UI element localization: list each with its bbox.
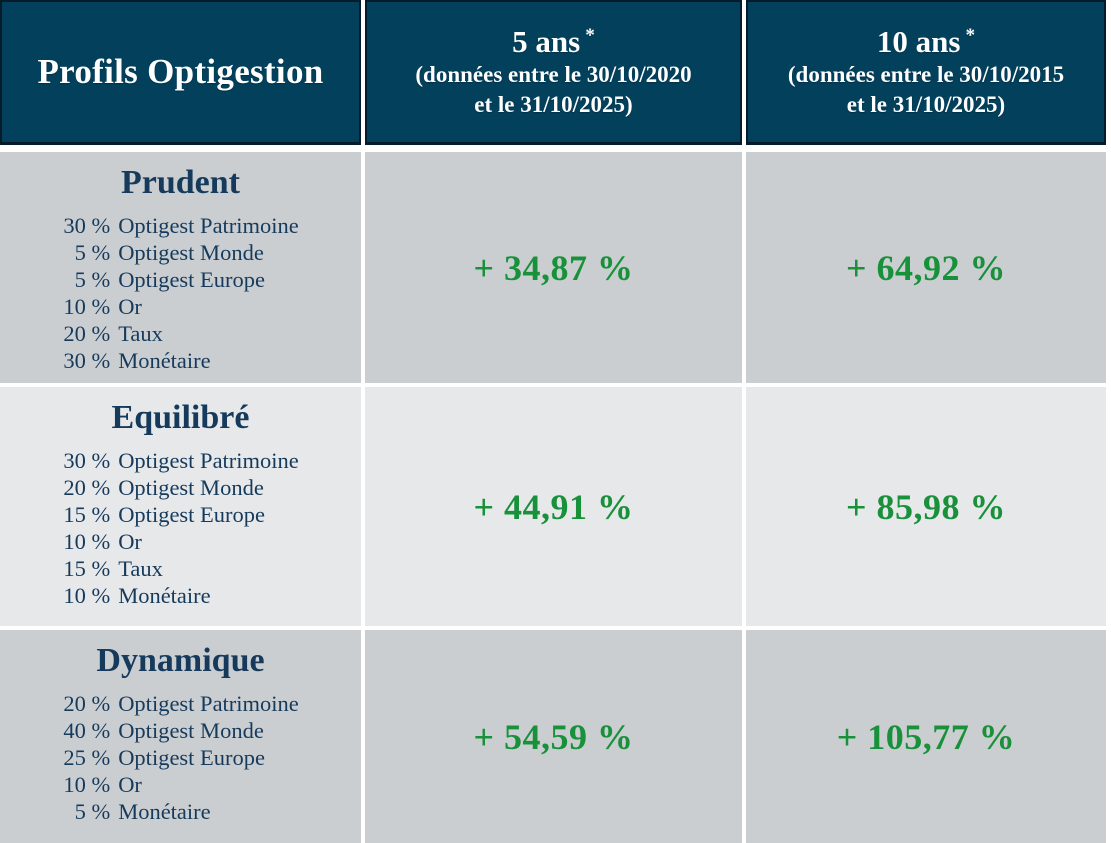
allocation-line: 10 % Or [62,771,299,798]
perf-10y-cell: + 105,77 % [746,630,1106,843]
allocation-pct: 30 % [63,212,111,238]
period-5y-subtitle-line2: et le 31/10/2025) [474,91,633,117]
allocation-line: 30 % Optigest Patrimoine [62,212,299,239]
allocation-fund: Optigest Monde [118,239,264,265]
allocation-fund: Optigest Europe [118,501,266,527]
header-cell-profils: Profils Optigestion [0,0,361,145]
allocation-fund: Optigest Monde [118,717,264,743]
allocation-fund: Or [118,771,142,797]
asterisk-5y: * [585,24,595,46]
period-10y-label: 10 ans [876,24,961,60]
allocation-pct: 5 % [74,798,111,824]
allocation-pct: 10 % [63,528,111,554]
perf-value: + 105,77 % [836,716,1016,757]
allocation-list: 30 % Optigest Patrimoine 20 % Optigest Mon… [62,444,299,609]
allocation-fund: Optigest Monde [118,474,264,500]
profile-cell-equilibre: Equilibré 30 % Optigest Patrimoine 20 % Op… [0,387,361,626]
allocation-line: 10 % Or [62,528,299,555]
allocation-fund: Monétaire [118,582,211,608]
perf-5y-cell: + 34,87 % [365,152,742,383]
perf-10y-cell: + 64,92 % [746,152,1106,383]
table-title: Profils Optigestion [37,52,324,91]
allocation-pct: 30 % [63,447,111,473]
allocation-pct: 20 % [63,474,111,500]
allocation-pct: 15 % [63,555,111,581]
allocation-line: 20 % Taux [62,320,299,347]
perf-5y-cell: + 54,59 % [365,630,742,843]
perf-value: + 85,98 % [845,486,1006,527]
header-cell-10y: 10 ans * (données entre le 30/10/2015 et … [746,0,1106,145]
allocation-pct: 20 % [63,320,111,346]
profile-title: Equilibré [111,399,250,436]
allocation-line: 30 % Optigest Patrimoine [62,447,299,474]
allocation-pct: 5 % [74,239,111,265]
allocation-line: 15 % Optigest Europe [62,501,299,528]
allocation-fund: Optigest Europe [118,266,266,292]
period-5y-title: 5 ans * [512,24,595,60]
allocation-line: 10 % Monétaire [62,582,299,609]
allocation-line: 20 % Optigest Monde [62,474,299,501]
allocation-pct: 25 % [63,744,111,770]
allocation-line: 30 % Monétaire [62,347,299,374]
allocation-fund: Monétaire [118,798,211,824]
allocation-line: 5 % Monétaire [62,798,299,825]
perf-value: + 64,92 % [845,247,1006,288]
perf-value: + 54,59 % [473,716,634,757]
perf-10y-cell: + 85,98 % [746,387,1106,626]
header-row: Profils Optigestion 5 ans * (données entr… [0,0,1111,145]
allocation-list: 20 % Optigest Patrimoine 40 % Optigest Mon… [62,687,299,825]
allocation-fund: Taux [118,555,163,581]
allocation-pct: 10 % [63,293,111,319]
allocation-line: 10 % Or [62,293,299,320]
profile-title: Prudent [121,164,240,201]
perf-value: + 44,91 % [473,486,634,527]
allocation-line: 40 % Optigest Monde [62,717,299,744]
perf-value: + 34,87 % [473,247,634,288]
profile-cell-dynamique: Dynamique 20 % Optigest Patrimoine 40 % Op… [0,630,361,843]
allocation-pct: 5 % [74,266,111,292]
allocation-fund: Optigest Patrimoine [118,212,299,238]
allocation-fund: Optigest Patrimoine [118,447,299,473]
profile-row-equilibre: Equilibré 30 % Optigest Patrimoine 20 % Op… [0,387,1111,626]
allocation-pct: 40 % [63,717,111,743]
header-cell-5y: 5 ans * (données entre le 30/10/2020 et l… [365,0,742,145]
allocation-fund: Taux [118,320,163,346]
allocation-line: 15 % Taux [62,555,299,582]
period-10y-subtitle-line1: (données entre le 30/10/2015 [787,61,1065,87]
period-10y-title: 10 ans * [877,24,975,60]
allocation-pct: 15 % [63,501,111,527]
allocation-line: 25 % Optigest Europe [62,744,299,771]
allocation-pct: 10 % [63,582,111,608]
period-10y-subtitle-line2: et le 31/10/2025) [846,91,1006,117]
asterisk-10y: * [965,24,976,46]
allocation-fund: Monétaire [118,347,211,373]
perf-5y-cell: + 44,91 % [365,387,742,626]
period-5y-subtitle-line1: (données entre le 30/10/2020 [415,61,692,87]
allocation-pct: 10 % [63,771,111,797]
profile-row-dynamique: Dynamique 20 % Optigest Patrimoine 40 % Op… [0,630,1111,843]
allocation-line: 20 % Optigest Patrimoine [62,690,299,717]
period-5y-label: 5 ans [512,24,581,60]
allocation-list: 30 % Optigest Patrimoine 5 % Optigest Mond… [62,209,299,374]
allocation-pct: 20 % [63,690,111,716]
allocation-line: 5 % Optigest Europe [62,266,299,293]
allocation-fund: Optigest Patrimoine [118,690,299,716]
allocation-fund: Or [118,528,142,554]
allocation-fund: Optigest Europe [118,744,266,770]
allocation-fund: Or [118,293,142,319]
profile-row-prudent: Prudent 30 % Optigest Patrimoine 5 % Optig… [0,152,1111,383]
profile-cell-prudent: Prudent 30 % Optigest Patrimoine 5 % Optig… [0,152,361,383]
allocation-pct: 30 % [63,347,111,373]
allocation-line: 5 % Optigest Monde [62,239,299,266]
profile-title: Dynamique [96,642,265,679]
